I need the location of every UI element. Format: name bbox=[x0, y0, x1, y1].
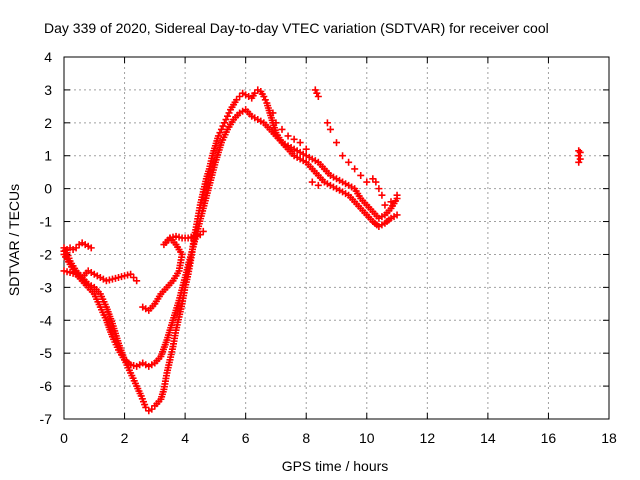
y-tick-label: 1 bbox=[44, 148, 52, 164]
x-tick-label: 8 bbox=[302, 430, 310, 446]
x-axis-label: GPS time / hours bbox=[282, 458, 389, 474]
data-point bbox=[269, 109, 277, 117]
data-point bbox=[133, 277, 141, 285]
x-tick-label: 2 bbox=[121, 430, 129, 446]
data-point bbox=[217, 125, 225, 133]
data-point bbox=[214, 132, 222, 140]
data-point bbox=[576, 148, 584, 156]
data-point bbox=[219, 122, 227, 130]
data-point bbox=[387, 198, 395, 206]
data-point bbox=[311, 86, 319, 94]
y-tick-label: 4 bbox=[44, 49, 52, 65]
y-tick-label: 2 bbox=[44, 115, 52, 131]
y-tick-label: 0 bbox=[44, 181, 52, 197]
data-point bbox=[314, 92, 322, 100]
chart-title: Day 339 of 2020, Sidereal Day-to-day VTE… bbox=[44, 20, 549, 36]
data-point bbox=[381, 201, 389, 209]
x-tick-label: 14 bbox=[480, 430, 496, 446]
x-tick-label: 12 bbox=[420, 430, 436, 446]
data-point bbox=[393, 211, 401, 219]
data-point bbox=[284, 132, 292, 140]
data-point bbox=[576, 155, 584, 163]
y-tick-label: -2 bbox=[40, 246, 53, 262]
data-point bbox=[575, 158, 583, 166]
data-point bbox=[345, 158, 353, 166]
y-tick-label: -6 bbox=[40, 378, 53, 394]
y-tick-label: -3 bbox=[40, 279, 53, 295]
data-point bbox=[260, 92, 268, 100]
data-point bbox=[363, 178, 371, 186]
data-point bbox=[220, 119, 228, 127]
x-tick-label: 16 bbox=[541, 430, 557, 446]
data-point bbox=[339, 152, 347, 160]
x-tick-label: 10 bbox=[359, 430, 375, 446]
data-point bbox=[575, 147, 583, 155]
data-point bbox=[357, 171, 365, 179]
data-point bbox=[372, 178, 380, 186]
data-point bbox=[308, 178, 316, 186]
y-tick-label: -4 bbox=[40, 312, 53, 328]
data-point bbox=[225, 109, 233, 117]
plot-frame bbox=[63, 56, 610, 420]
data-point bbox=[323, 119, 331, 127]
data-point bbox=[351, 165, 359, 173]
x-tick-label: 6 bbox=[242, 430, 250, 446]
y-tick-label: -5 bbox=[40, 345, 53, 361]
data-point bbox=[261, 96, 269, 104]
data-point bbox=[278, 125, 286, 133]
data-point bbox=[296, 139, 304, 147]
data-point bbox=[333, 139, 340, 147]
x-tick-label: 4 bbox=[181, 430, 189, 446]
data-point bbox=[290, 135, 298, 143]
data-point bbox=[199, 227, 207, 235]
data-point bbox=[326, 125, 334, 133]
data-point bbox=[375, 185, 383, 193]
data-point bbox=[393, 191, 401, 199]
data-point bbox=[87, 244, 95, 252]
data-point bbox=[224, 112, 231, 120]
y-tick-label: 3 bbox=[44, 82, 52, 98]
grid bbox=[64, 57, 609, 419]
data-point bbox=[314, 181, 322, 189]
x-tick-label: 18 bbox=[601, 430, 617, 446]
y-axis-label: SDTVAR / TECUs bbox=[6, 184, 22, 296]
y-tick-label: -7 bbox=[40, 411, 53, 427]
data-point bbox=[302, 145, 310, 153]
data-point bbox=[272, 119, 280, 127]
data-point bbox=[313, 89, 321, 97]
data-points bbox=[60, 86, 584, 415]
y-tick-label: -1 bbox=[40, 214, 53, 230]
x-tick-label: 0 bbox=[60, 430, 68, 446]
data-point bbox=[216, 129, 224, 137]
data-point bbox=[222, 116, 230, 124]
data-point bbox=[378, 191, 386, 199]
